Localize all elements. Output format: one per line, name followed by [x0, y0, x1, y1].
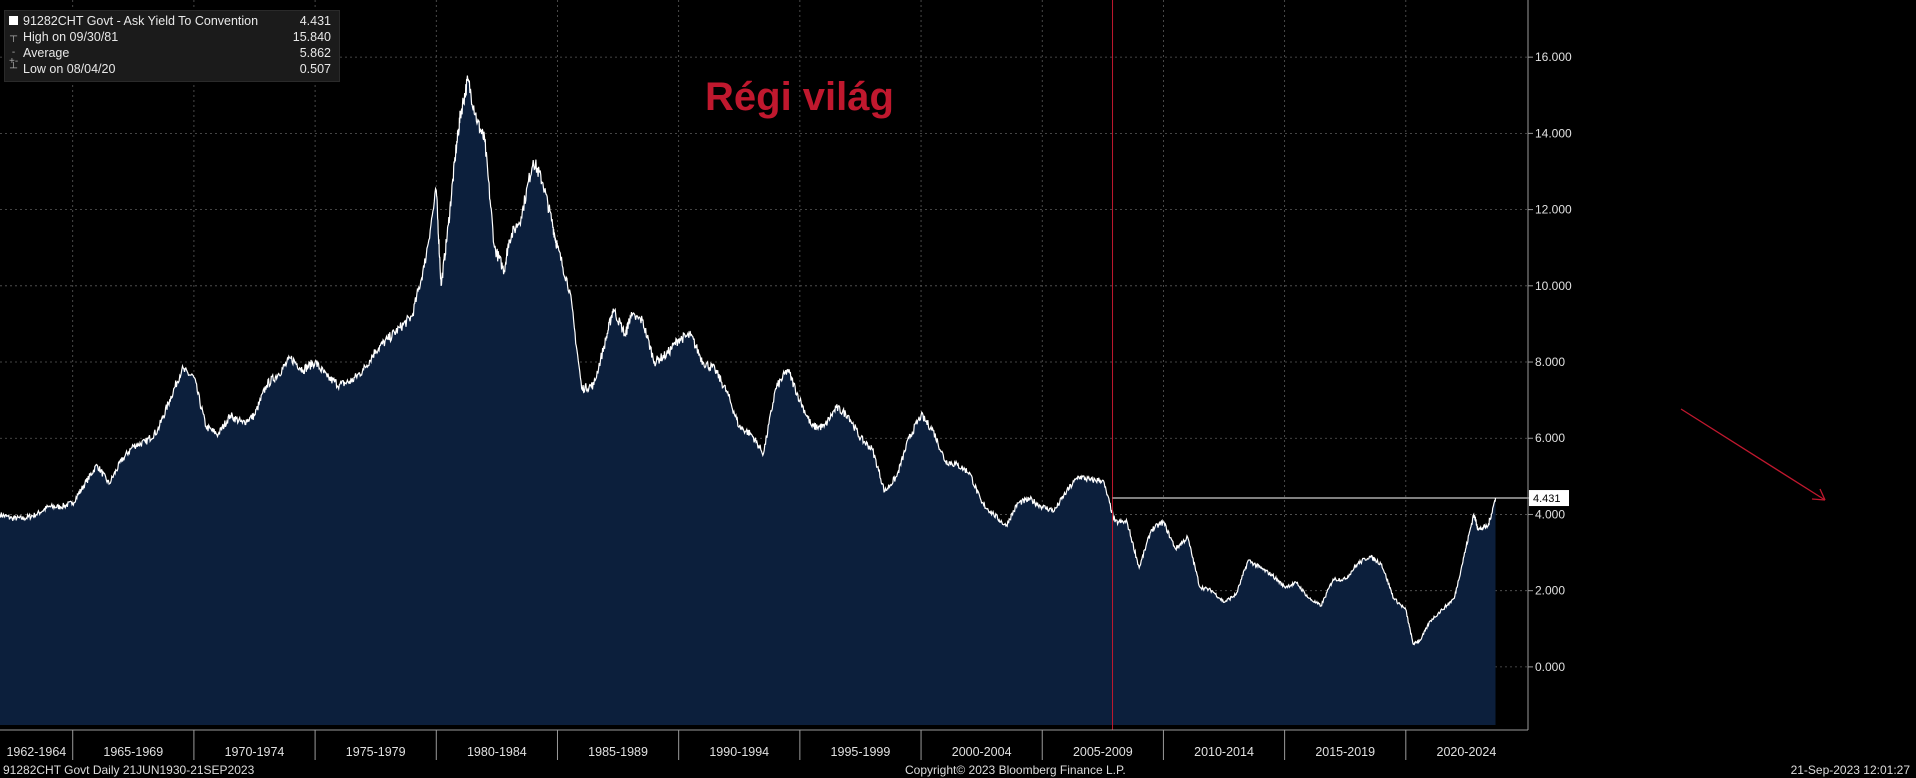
x-tick-label: 1962-1964: [6, 745, 66, 759]
y-tick-label: 10.000: [1535, 279, 1572, 293]
x-tick-label: 2020-2024: [1437, 745, 1497, 759]
last-value-tag-text: 4.431: [1533, 493, 1561, 505]
y-tick-label: 12.000: [1535, 203, 1572, 217]
x-tick-label: 1985-1989: [588, 745, 648, 759]
legend-average-label: Average: [23, 46, 70, 60]
x-tick-label: 2005-2009: [1073, 745, 1133, 759]
y-tick-label: 8.000: [1535, 355, 1565, 369]
footer-security-info: 91282CHT Govt Daily 21JUN1930-21SEP2023: [3, 763, 255, 777]
y-tick-label: 2.000: [1535, 584, 1565, 598]
x-tick-label: 1970-1974: [225, 745, 285, 759]
legend-low-value: 0.507: [299, 62, 331, 76]
arrow-shaft: [1680, 408, 1826, 501]
last-value-tag: 4.431: [1529, 490, 1569, 507]
x-tick-label: 2010-2014: [1194, 745, 1254, 759]
x-tick-label: 1995-1999: [831, 745, 891, 759]
x-tick-label: 1990-1994: [709, 745, 769, 759]
arrow-head-icon: [1811, 488, 1826, 501]
y-tick-label: 16.000: [1535, 50, 1572, 64]
series-swatch-icon[interactable]: [9, 16, 18, 25]
x-tick-label: 1980-1984: [467, 745, 527, 759]
y-tick-label: 0.000: [1535, 660, 1565, 674]
x-tick-label: 1965-1969: [103, 745, 163, 759]
footer-timestamp: 21-Sep-2023 12:01:27: [1790, 763, 1910, 777]
legend-row-low: ┴ Low on 08/04/20 0.507: [10, 61, 331, 77]
average-marker-icon: -+-: [9, 47, 19, 67]
y-tick-label: 14.000: [1535, 126, 1572, 140]
yield-series-line: [0, 75, 1497, 646]
legend-row-security[interactable]: 91282CHT Govt - Ask Yield To Convention …: [9, 13, 331, 29]
last-value-tag-box: [1529, 490, 1569, 507]
high-marker-icon: ┬: [9, 31, 18, 42]
y-axis: 0.000 2.000 4.000 6.000 8.000 10.000 12.000 14.…: [1527, 0, 1572, 730]
legend-average-value: 5.862: [299, 46, 331, 60]
legend-row-high: ┬ High on 09/30/81 15.840: [10, 29, 331, 45]
legend-last-value: 4.431: [299, 14, 331, 28]
legend-high-label: High on 09/30/81: [23, 30, 119, 44]
x-tick-label: 1975-1979: [346, 745, 406, 759]
annotation-title: Régi világ: [705, 75, 894, 119]
x-axis: 1962-1964 1965-1969 1970-1974 1975-1979 1980…: [0, 729, 1528, 760]
y-tick-label: 6.000: [1535, 431, 1565, 445]
legend-row-average: -+- Average 5.862: [9, 45, 331, 67]
y-tick-label: 4.000: [1535, 507, 1565, 521]
x-tick-label: 2000-2004: [952, 745, 1012, 759]
legend-high-value: 15.840: [292, 30, 331, 44]
yield-area: [0, 75, 1496, 725]
legend-box: 91282CHT Govt - Ask Yield To Convention …: [4, 10, 340, 82]
trend-arrow: [1680, 408, 1826, 501]
legend-low-label: Low on 08/04/20: [23, 62, 116, 76]
low-marker-icon: ┴: [9, 63, 18, 74]
x-tick-label: 2015-2019: [1315, 745, 1375, 759]
legend-security-label: 91282CHT Govt - Ask Yield To Convention: [23, 14, 259, 28]
footer-copyright: Copyright© 2023 Bloomberg Finance L.P.: [905, 763, 1126, 777]
